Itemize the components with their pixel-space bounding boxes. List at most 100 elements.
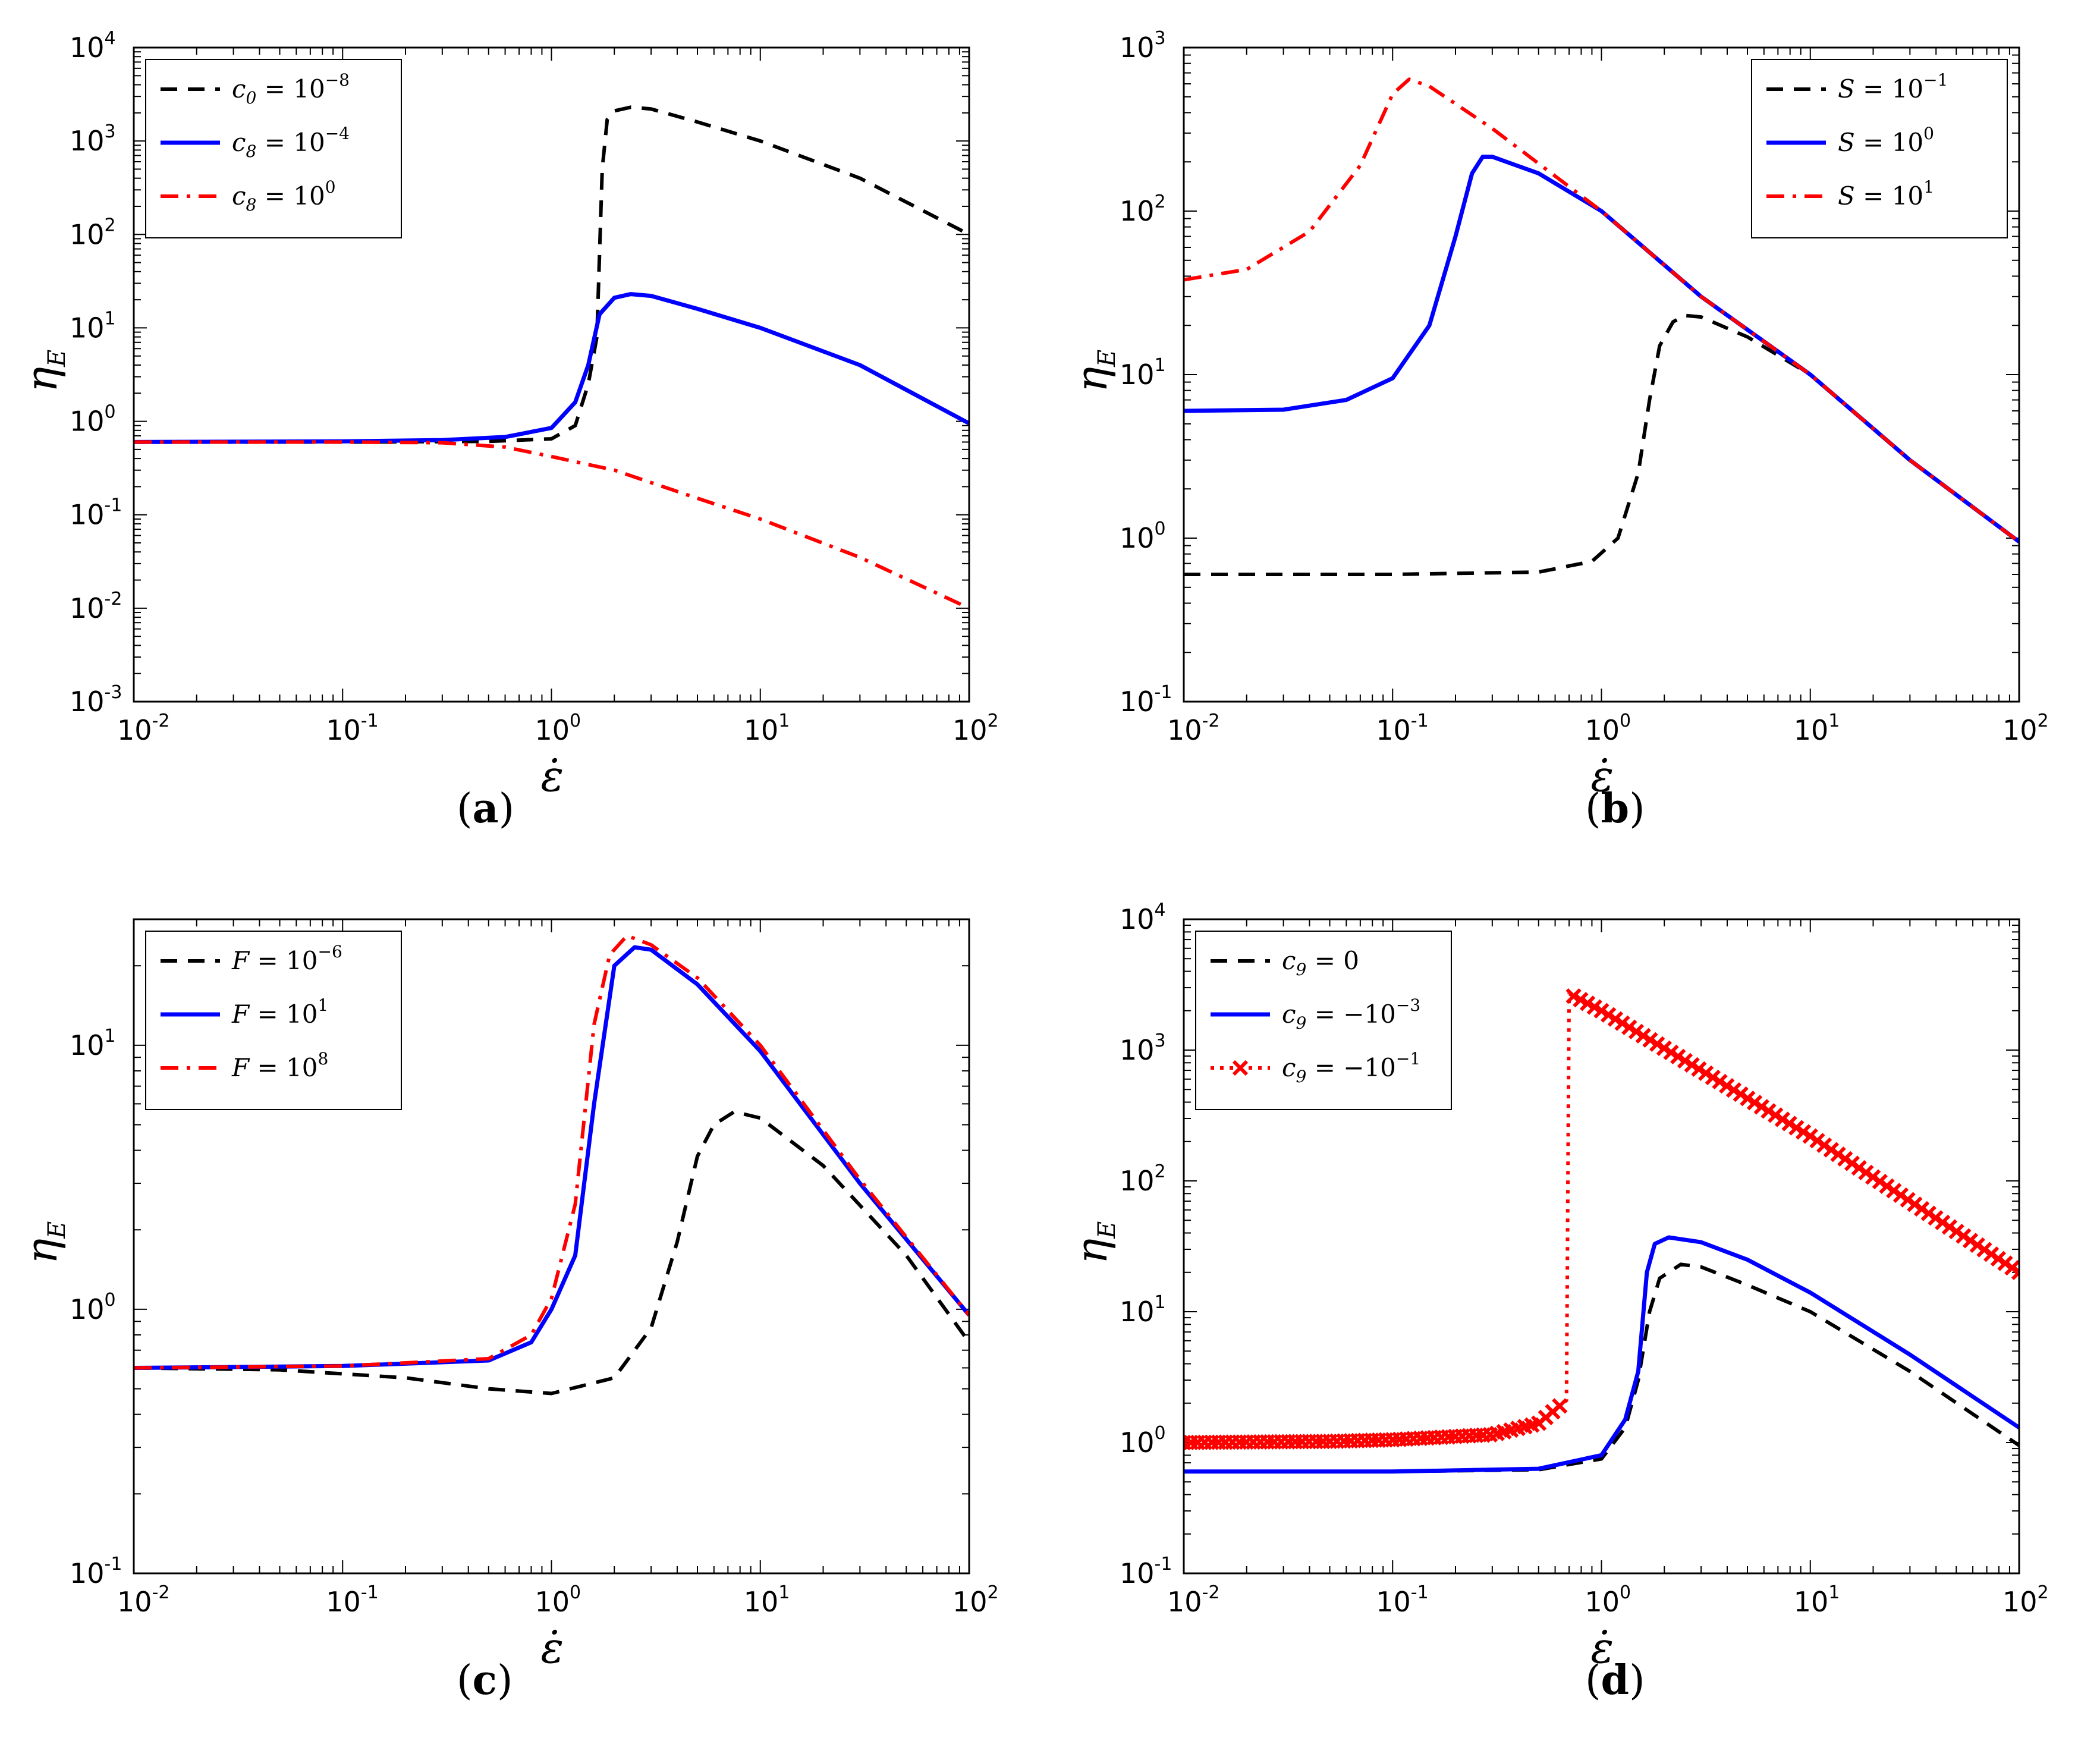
y-tick-exp: 1 xyxy=(1155,1292,1166,1313)
x-tick-base: 10 xyxy=(117,1586,152,1618)
y-tick-base: 10 xyxy=(70,499,105,531)
y-tick-label: 103 xyxy=(1120,1030,1166,1066)
y-tick-label: 104 xyxy=(1120,900,1166,935)
x-tick-label: 101 xyxy=(744,1582,790,1618)
y-tick-base: 10 xyxy=(1120,1034,1155,1066)
series-line-0 xyxy=(134,1110,969,1396)
x-tick-base: 10 xyxy=(1167,714,1202,746)
chart-panel-c: 10-2 10-1 100 101 102 10-1 100 101 ε̇ ηE F = 10−6 F… xyxy=(0,872,1050,1743)
y-tick-exp: -3 xyxy=(105,682,122,703)
x-tick-label: 10-2 xyxy=(117,1582,169,1618)
y-tick-base: 10 xyxy=(1120,1557,1155,1589)
legend-exp: 1 xyxy=(318,995,329,1015)
minor-ticks xyxy=(1184,919,2019,1573)
series-group xyxy=(134,105,969,610)
legend-label-2: c9 = −10−1 xyxy=(1282,1049,1420,1086)
legend-name: c xyxy=(232,181,246,210)
plot-frame xyxy=(1183,918,2020,1575)
x-tick-label: 100 xyxy=(1585,1582,1631,1618)
y-tick-base: 10 xyxy=(1120,1426,1155,1459)
x-tick-label: 101 xyxy=(744,711,790,746)
y-tick-base: 10 xyxy=(70,32,105,64)
x-tick-exp: 0 xyxy=(570,711,581,731)
x-tick-exp: -2 xyxy=(152,711,170,731)
y-axis-label-main: η xyxy=(17,367,67,392)
y-tick-label: 101 xyxy=(70,308,116,344)
y-axis-label-main: η xyxy=(1067,1239,1117,1264)
y-axis-label: ηE xyxy=(1067,1221,1121,1264)
series-line-1 xyxy=(134,945,969,1370)
y-tick-exp: 1 xyxy=(105,1026,116,1047)
x-tick-label: 102 xyxy=(2002,711,2049,746)
series-group xyxy=(134,934,969,1396)
x-tick-exp: 2 xyxy=(988,711,999,731)
legend-name: c xyxy=(1282,1053,1296,1082)
y-tick-exp: 1 xyxy=(105,308,116,329)
x-tick-label: 102 xyxy=(2002,1582,2049,1618)
x-axis-label: ε̇ xyxy=(541,1623,564,1673)
series-group xyxy=(1184,77,2019,576)
x-tick-base: 10 xyxy=(1794,714,1829,746)
y-tick-base: 10 xyxy=(70,592,105,624)
x-tick-exp: -2 xyxy=(1202,711,1220,731)
x-tick-base: 10 xyxy=(2002,1586,2038,1618)
y-tick-base: 10 xyxy=(70,406,105,438)
legend-label-0: c9 = 0 xyxy=(1282,946,1359,979)
x-tick-base: 10 xyxy=(744,1586,779,1618)
y-tick-label: 100 xyxy=(1120,1423,1166,1459)
legend-label-2: F = 108 xyxy=(231,1049,328,1082)
legend-rel: = 10 xyxy=(256,128,325,157)
x-tick-label: 10-2 xyxy=(1167,1582,1219,1618)
y-tick-label: 102 xyxy=(70,215,116,250)
minor-ticks xyxy=(1184,48,2019,702)
legend-rel: = −10 xyxy=(1306,1000,1396,1029)
x-tick-base: 10 xyxy=(952,1586,988,1618)
y-axis-label-sub: E xyxy=(43,1221,71,1239)
y-tick-exp: 0 xyxy=(105,402,116,423)
legend-name: F xyxy=(231,946,250,975)
y-tick-exp: 0 xyxy=(1155,1423,1166,1444)
y-tick-exp: -1 xyxy=(1155,682,1172,703)
x-tick-base: 10 xyxy=(535,1586,570,1618)
x-tick-exp: 1 xyxy=(778,711,790,731)
y-axis-label: ηE xyxy=(17,1221,71,1264)
x-tick-exp: -2 xyxy=(152,1582,170,1603)
y-tick-exp: 4 xyxy=(1155,900,1166,920)
legend-exp: 0 xyxy=(325,177,336,197)
legend-rel: = −10 xyxy=(1306,1053,1396,1082)
series-line-1 xyxy=(134,292,969,444)
x-tick-exp: -1 xyxy=(1411,711,1429,731)
y-tick-exp: -2 xyxy=(105,589,122,609)
x-tick-exp: 1 xyxy=(778,1582,790,1603)
y-tick-label: 10-1 xyxy=(70,1554,122,1589)
y-tick-label: 100 xyxy=(70,402,116,438)
y-tick-label: 103 xyxy=(1120,28,1166,64)
x-tick-base: 10 xyxy=(1794,1586,1829,1618)
y-tick-label: 104 xyxy=(70,28,116,64)
legend-name: S xyxy=(1838,128,1855,157)
x-tick-label: 10-1 xyxy=(1376,1582,1428,1618)
y-tick-exp: 2 xyxy=(1155,1161,1166,1182)
x-tick-base: 10 xyxy=(744,714,779,746)
y-tick-exp: 3 xyxy=(1155,28,1166,49)
x-tick-exp: -1 xyxy=(1411,1582,1429,1603)
x-axis-label: ε̇ xyxy=(1591,1623,1614,1673)
x-tick-exp: 1 xyxy=(1828,1582,1840,1603)
chart-svg-a: 10-2 10-1 100 101 10210-310-210-110010110210… xyxy=(17,28,999,801)
minor-ticks xyxy=(134,48,969,702)
legend-exp: −6 xyxy=(318,942,342,961)
x-tick-label: 10-1 xyxy=(326,711,378,746)
y-tick-base: 10 xyxy=(1120,195,1155,227)
x-tick-base: 10 xyxy=(1376,1586,1411,1618)
y-tick-label: 102 xyxy=(1120,1161,1166,1197)
y-tick-base: 10 xyxy=(70,1557,105,1589)
legend-name: S xyxy=(1838,74,1855,103)
legend-label-1: S = 100 xyxy=(1838,124,1934,157)
x-tick-exp: 2 xyxy=(2038,711,2049,731)
x-tick-exp: 0 xyxy=(1620,1582,1631,1603)
y-tick-exp: 2 xyxy=(1155,191,1166,212)
legend-rel: = 10 xyxy=(1855,128,1923,157)
legend-name: c xyxy=(232,128,246,157)
legend-exp: −1 xyxy=(1396,1049,1420,1069)
